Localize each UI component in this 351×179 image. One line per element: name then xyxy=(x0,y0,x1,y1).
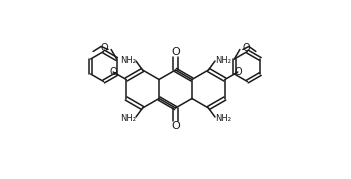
Text: O: O xyxy=(100,43,108,54)
Text: NH₂: NH₂ xyxy=(215,55,231,64)
Text: O: O xyxy=(109,67,117,77)
Text: O: O xyxy=(171,121,180,131)
Text: O: O xyxy=(171,47,180,57)
Text: O: O xyxy=(234,67,242,77)
Text: NH₂: NH₂ xyxy=(120,55,136,64)
Text: NH₂: NH₂ xyxy=(215,113,231,122)
Text: NH₂: NH₂ xyxy=(120,113,136,122)
Text: O: O xyxy=(243,43,251,54)
